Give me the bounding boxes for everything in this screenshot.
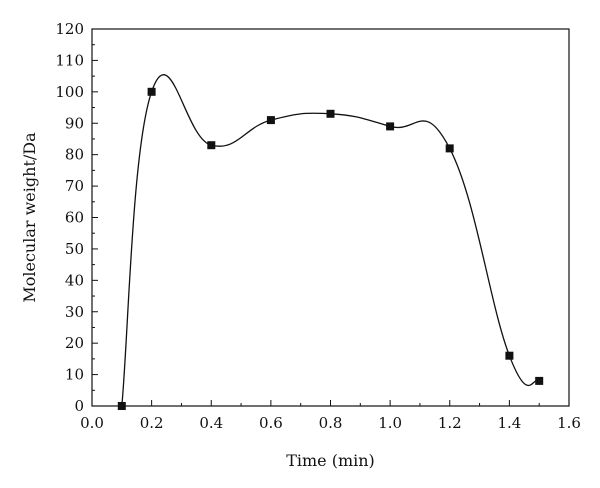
y-tick-label: 90 (65, 114, 84, 132)
data-point (147, 87, 156, 96)
y-tick-label: 120 (55, 20, 84, 38)
data-point (535, 376, 544, 385)
x-tick-label: 0.0 (80, 414, 104, 432)
data-point (117, 402, 126, 410)
data-point (326, 109, 335, 118)
plot-frame (91, 28, 570, 407)
x-tick-label: 1.4 (497, 414, 521, 432)
y-tick-label: 80 (65, 146, 84, 164)
y-axis-title: Molecular weight/Da (20, 132, 39, 303)
x-tick-label: 0.8 (319, 414, 343, 432)
y-tick-label: 60 (65, 209, 84, 227)
y-tick-label: 70 (65, 177, 84, 195)
x-tick-label: 0.4 (199, 414, 223, 432)
data-point (207, 141, 216, 150)
x-tick-label: 0.2 (140, 414, 164, 432)
data-point (386, 122, 395, 131)
y-tick-label: 50 (65, 240, 84, 258)
series-curve (121, 74, 540, 407)
data-point (505, 351, 514, 360)
x-tick-label: 1.2 (438, 414, 462, 432)
x-tick-label: 1.6 (557, 414, 581, 432)
y-tick-label: 30 (65, 303, 84, 321)
y-tick-label: 40 (65, 271, 84, 289)
data-point (445, 144, 454, 153)
data-point (266, 116, 275, 125)
y-tick-label: 20 (65, 334, 84, 352)
x-axis-title: Time (min) (286, 451, 375, 470)
y-tick-label: 100 (55, 83, 84, 101)
x-axis: 0.0 0.2 0.4 0.6 0.8 1.0 1.2 1.4 1.6 (80, 400, 581, 432)
series-markers (117, 87, 544, 410)
x-tick-label: 0.6 (259, 414, 283, 432)
y-tick-label: 10 (65, 366, 84, 384)
x-tick-label: 1.0 (378, 414, 402, 432)
y-tick-label: 0 (74, 397, 84, 415)
y-axis: 0 10 20 30 40 50 60 70 80 90 100 110 120 (55, 20, 98, 415)
y-tick-label: 110 (55, 51, 84, 69)
